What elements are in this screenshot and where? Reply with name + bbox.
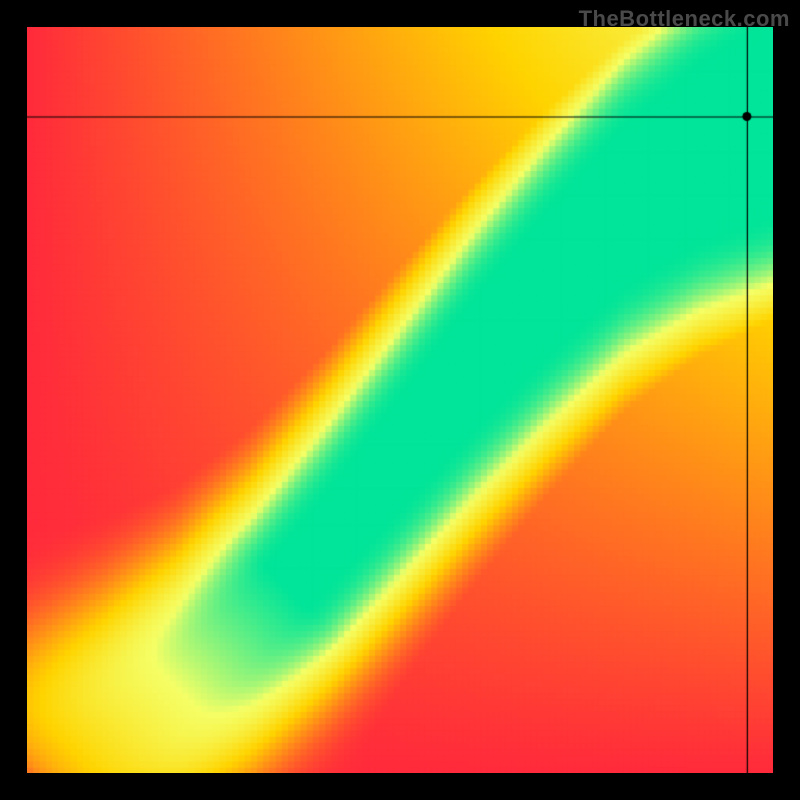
watermark-text: TheBottleneck.com [579,6,790,32]
bottleneck-heatmap [27,27,773,773]
chart-container: TheBottleneck.com [0,0,800,800]
